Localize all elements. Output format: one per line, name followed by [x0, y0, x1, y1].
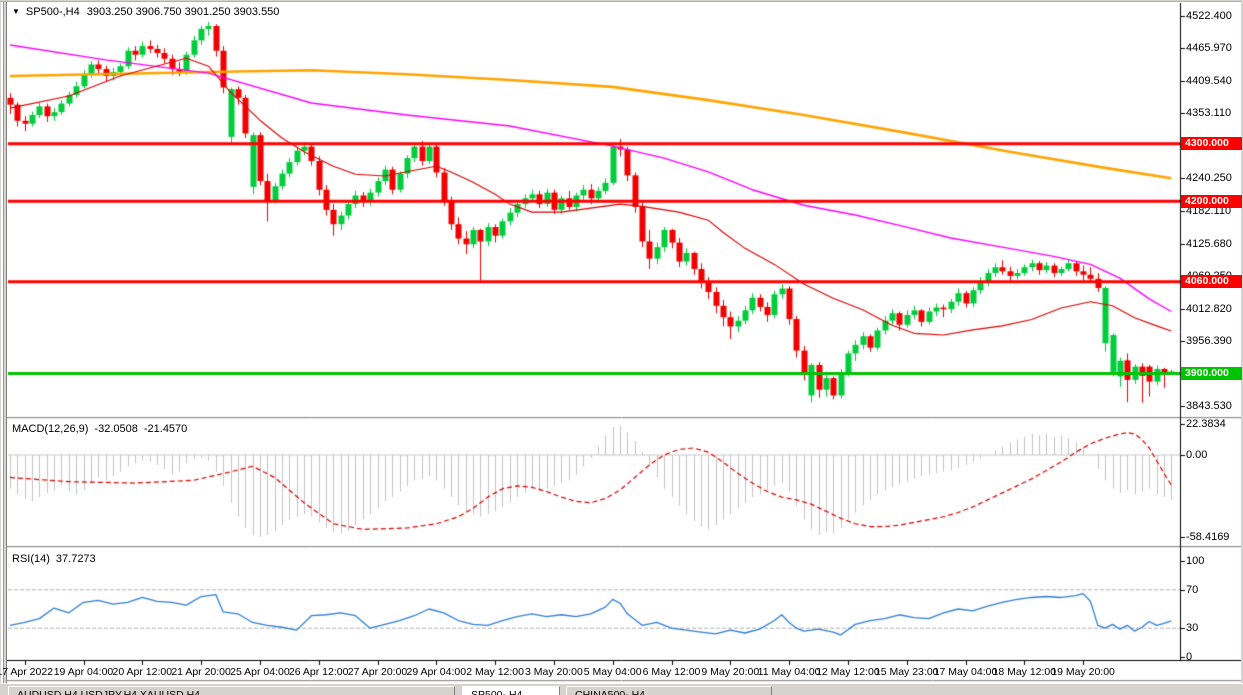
price-tick-label: 4012.820: [1186, 302, 1232, 315]
price-level-badge: 4060.000: [1181, 275, 1242, 289]
macd-axis-label: 22.3834: [1186, 417, 1226, 430]
price-tick-label: 3956.390: [1186, 335, 1232, 348]
price-tick-label: 4125.680: [1186, 237, 1232, 250]
price-tick-label: 4240.250: [1186, 172, 1232, 185]
price-tick-label: 4182.110: [1186, 205, 1232, 218]
rsi-axis-label: 100: [1186, 555, 1205, 567]
price-level-badge: 4300.000: [1181, 137, 1242, 151]
window-left-border: [0, 0, 7, 695]
chart-tab[interactable]: SP500-,H4: [462, 686, 560, 695]
macd-axis-label: -58.4169: [1186, 530, 1230, 543]
time-axis-label: 25 Apr 04:00: [230, 666, 290, 678]
time-axis-label: 3 May 20:00: [524, 666, 583, 678]
rsi-value-label: 37.7273: [55, 553, 96, 565]
price-tick-label: 4409.540: [1186, 74, 1232, 87]
macd-indicator-label: MACD(12,26,9) -32.0508 -21.4570: [12, 423, 187, 436]
time-axis-label: 21 Apr 20:00: [171, 666, 231, 678]
price-level-badge: 4200.000: [1181, 194, 1242, 208]
rsi-name-label: RSI(14): [12, 553, 50, 565]
time-axis-label: 20 Apr 12:00: [112, 666, 173, 678]
time-axis-label: 6 May 12:00: [642, 666, 701, 678]
time-axis-label: 17 May 04:00: [933, 666, 998, 678]
time-axis-label: 11 May 04:00: [757, 666, 821, 678]
time-axis-label: 29 Apr 04:00: [406, 666, 467, 678]
window-right-border: [1241, 0, 1243, 695]
time-axis-label: 17 Apr 2022: [0, 666, 54, 678]
price-tick-label: 4465.970: [1186, 42, 1232, 55]
rsi-indicator-label: RSI(14) 37.7273: [12, 553, 96, 566]
time-axis-label: 2 May 12:00: [466, 666, 524, 678]
chart-tab[interactable]: CHINA500-,H4: [566, 686, 772, 695]
time-axis-label: 15 May 23:00: [874, 666, 939, 678]
macd-name-label: MACD(12,26,9): [12, 423, 89, 435]
price-tick-label: 4353.110: [1186, 107, 1232, 120]
symbol-timeframe-label: SP500-,H4: [25, 6, 80, 18]
chart-tab[interactable]: AUDUSD,H4 USDJPY,H4 XAUUSD,H4: [8, 686, 455, 695]
rsi-axis-label: 0: [1186, 651, 1193, 663]
time-axis-label: 18 May 12:00: [992, 666, 1057, 678]
ohlc-values-label: 3903.250 3906.750 3901.250 3903.550: [86, 6, 280, 18]
macd-signal-value-label: -21.4570: [143, 423, 188, 435]
price-tick-label: 3843.530: [1186, 399, 1232, 412]
chart-title: ▼ SP500-,H4 3903.250 3906.750 3901.250 390…: [12, 5, 279, 19]
chart-tab-bar: AUDUSD,H4 USDJPY,H4 XAUUSD,H4 SP500-,H4 CH…: [0, 683, 1243, 695]
time-axis-label: 12 May 12:00: [816, 666, 880, 678]
rsi-axis-label: 70: [1186, 583, 1199, 596]
macd-value-label: -32.0508: [94, 423, 138, 435]
time-axis-label: 19 Apr 04:00: [53, 666, 114, 678]
price-level-badge: 3900.000: [1181, 367, 1242, 381]
rsi-axis-label: 30: [1186, 622, 1199, 635]
time-axis-label: 27 Apr 20:00: [347, 666, 408, 678]
chevron-down-icon[interactable]: ▼: [12, 7, 20, 16]
time-axis-label: 5 May 04:00: [583, 666, 642, 678]
price-tick-label: 4522.400: [1186, 10, 1232, 22]
time-axis-label: 26 Apr 12:00: [288, 666, 349, 678]
window-top-border: [0, 0, 1243, 2]
macd-axis-label: 0.00: [1186, 449, 1208, 461]
time-axis-label: 9 May 20:00: [701, 666, 760, 678]
time-axis-label: 19 May 20:00: [1051, 666, 1115, 678]
